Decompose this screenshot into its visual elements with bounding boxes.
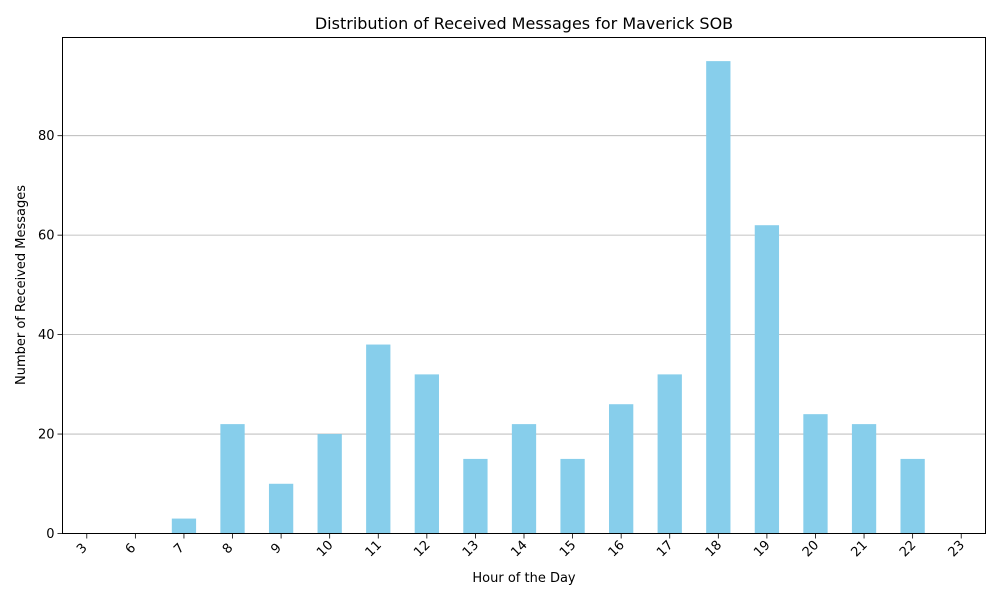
y-axis-label: Number of Received Messages [14,185,29,385]
chart-title: Distribution of Received Messages for Ma… [315,14,733,33]
x-tick-label: 12 [411,538,433,560]
bar-hour-9 [268,483,294,534]
x-tick-label: 17 [654,538,676,560]
x-tick-label: 3 [74,541,90,557]
x-tick-label: 16 [606,538,628,560]
bar-hour-11 [366,344,391,534]
x-tick-label: 6 [123,541,139,557]
bar-hour-12 [414,374,439,534]
x-tick-label: 23 [946,538,968,560]
x-tick-label: 10 [314,538,336,560]
bar-hour-22 [900,458,925,534]
x-axis-ticks: 3 6 7 8 9 10 11 12 13 14 15 16 17 18 19 20 21 22 23 [74,533,968,560]
x-tick-label: 19 [751,538,773,560]
bar-hour-13 [463,458,488,534]
y-axis-ticks: 0 20 40 60 80 [38,129,63,542]
x-axis-label: Hour of the Day [472,571,576,586]
bar-hour-7 [171,518,197,534]
bar-hour-19 [754,225,780,534]
x-tick-label: 9 [268,541,284,557]
x-tick-label: 14 [508,538,530,560]
y-tick-label: 80 [38,129,55,144]
x-tick-label: 22 [897,538,919,560]
bar-hour-14 [511,424,537,534]
x-tick-label: 8 [220,541,236,557]
y-tick-label: 0 [46,527,54,542]
bar-hour-15 [560,458,585,534]
x-tick-label: 13 [460,538,482,560]
y-gridlines [62,135,986,435]
bar-hour-18 [706,61,731,534]
bar-hour-20 [803,414,828,534]
x-tick-label: 18 [703,538,725,560]
x-tick-label: 7 [171,541,187,557]
bar-hour-16 [609,404,634,534]
x-tick-label: 20 [800,538,822,560]
y-tick-label: 20 [38,428,55,443]
x-tick-label: 11 [363,538,385,560]
y-tick-label: 40 [38,328,55,343]
bar-hour-10 [317,434,342,534]
x-tick-label: 15 [557,538,579,560]
bar-hour-8 [220,424,245,534]
x-tick-label: 21 [848,538,870,560]
bar-hour-21 [851,424,877,534]
bars [171,61,925,534]
y-tick-label: 60 [38,229,55,244]
bar-hour-17 [657,374,682,534]
